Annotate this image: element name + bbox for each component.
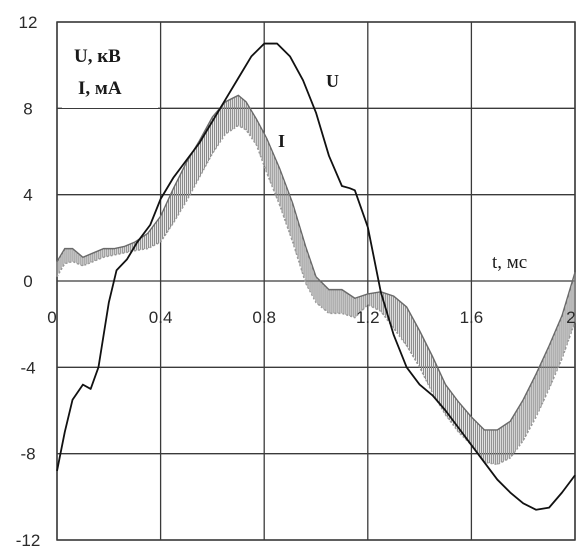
x-tick-label: 1.6 [460, 308, 484, 327]
y-tick-label: 12 [19, 13, 38, 32]
y-tick-label: -4 [20, 358, 35, 377]
series-i-band [56, 95, 576, 465]
y-tick-label: -8 [20, 445, 35, 464]
series-label-u: U [326, 71, 339, 91]
y-tick-label: 0 [23, 272, 32, 291]
x-tick-label: 1.2 [356, 308, 380, 327]
series-u-line [56, 42, 576, 511]
y-tick-label: 8 [23, 99, 32, 118]
y-tick-label: 4 [23, 186, 32, 205]
y-tick-label: -12 [16, 531, 41, 550]
xlabel-time: t, мс [492, 252, 527, 273]
tick-labels: 0 0.4 0.8 1.2 1.6 2 12 8 4 0 -4 -8 -12 [16, 13, 576, 550]
x-tick-label: 2 [566, 308, 575, 327]
ylabel-current: I, мА [78, 78, 122, 99]
ylabel-box [62, 36, 158, 108]
series-label-i: I [278, 131, 285, 151]
series-layer [56, 42, 576, 511]
x-tick-label: 0.8 [252, 308, 276, 327]
x-tick-label: 0 [47, 308, 56, 327]
x-tick-label: 0.4 [149, 308, 173, 327]
ylabel-voltage: U, кВ [74, 46, 121, 67]
series-i-upper-line [56, 94, 576, 431]
